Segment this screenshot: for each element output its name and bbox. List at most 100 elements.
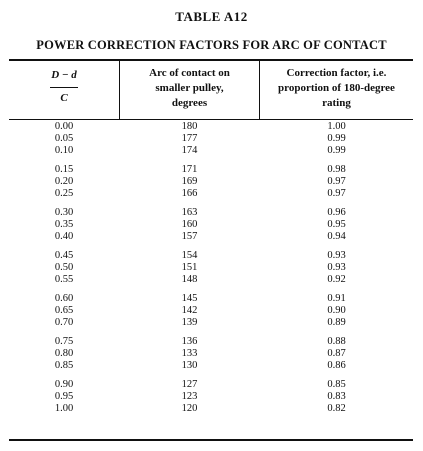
arc-cell: 177: [181, 133, 198, 144]
ratio-cell: 0.55: [54, 274, 74, 285]
row-group: 0.15 171 0.98 0.20 169 0.97 0.25 166 0.97: [9, 164, 413, 200]
row-group: 0.45 154 0.93 0.50 151 0.93 0.55 148 0.92: [9, 250, 413, 286]
table-row: 0.30 163 0.96: [9, 207, 413, 219]
ratio-cell: 0.45: [54, 250, 74, 261]
row-group: 0.90 127 0.85 0.95 123 0.83 1.00 120 0.82: [9, 379, 413, 415]
ratio-cell: 0.00: [54, 121, 74, 132]
arc-cell: 169: [181, 176, 198, 187]
table-row: 0.45 154 0.93: [9, 250, 413, 262]
ratio-cell: 0.20: [54, 176, 74, 187]
factor-cell: 0.99: [327, 145, 346, 156]
ratio-cell: 1.00: [54, 403, 74, 414]
table-row: 0.35 160 0.95: [9, 219, 413, 231]
factor-cell: 0.98: [327, 164, 346, 175]
arc-cell: 145: [181, 293, 198, 304]
table-row: 1.00 120 0.82: [9, 403, 413, 415]
table-row: 0.95 123 0.83: [9, 391, 413, 403]
ratio-cell: 0.05: [54, 133, 74, 144]
arc-cell: 127: [181, 379, 198, 390]
arc-cell: 120: [181, 403, 198, 414]
ratio-cell: 0.65: [54, 305, 74, 316]
ratio-cell: 0.25: [54, 188, 74, 199]
header-rule: [9, 119, 413, 120]
header-factor: Correction factor, i.e. proportion of 18…: [260, 66, 413, 111]
arc-cell: 123: [181, 391, 198, 402]
ratio-cell: 0.75: [54, 336, 74, 347]
arc-cell: 157: [181, 231, 198, 242]
arc-cell: 174: [181, 145, 198, 156]
arc-cell: 171: [181, 164, 198, 175]
ratio-numerator: D − d: [51, 69, 77, 81]
factor-cell: 1.00: [327, 121, 346, 132]
header-arc-line: smaller pulley,: [155, 82, 224, 94]
table-row: 0.90 127 0.85: [9, 379, 413, 391]
arc-cell: 148: [181, 274, 198, 285]
table-body: 0.00 180 1.00 0.05 177 0.99 0.10 174 0.99 0.15 171…: [9, 121, 413, 415]
bottom-rule: [9, 439, 413, 441]
table-number: TABLE A12: [175, 9, 248, 24]
arc-cell: 160: [181, 219, 198, 230]
ratio-cell: 0.95: [54, 391, 74, 402]
table-row: 0.80 133 0.87: [9, 348, 413, 360]
factor-cell: 0.93: [327, 250, 346, 261]
table-row: 0.85 130 0.86: [9, 360, 413, 372]
factor-cell: 0.96: [327, 207, 346, 218]
header-arc-line: degrees: [171, 97, 208, 109]
factor-cell: 0.87: [327, 348, 346, 359]
factor-cell: 0.88: [327, 336, 346, 347]
ratio-cell: 0.10: [54, 145, 74, 156]
arc-cell: 154: [181, 250, 198, 261]
ratio-cell: 0.50: [54, 262, 74, 273]
table-row: 0.40 157 0.94: [9, 231, 413, 243]
arc-cell: 166: [181, 188, 198, 199]
factor-cell: 0.82: [327, 403, 346, 414]
factor-cell: 0.95: [327, 219, 346, 230]
row-group: 0.75 136 0.88 0.80 133 0.87 0.85 130 0.86: [9, 336, 413, 372]
factor-cell: 0.97: [327, 188, 346, 199]
header-divider-1: [119, 61, 120, 119]
top-rule: [9, 59, 413, 61]
ratio-cell: 0.30: [54, 207, 74, 218]
ratio-cell: 0.85: [54, 360, 74, 371]
header-divider-2: [259, 61, 260, 119]
arc-cell: 163: [181, 207, 198, 218]
table-row: 0.15 171 0.98: [9, 164, 413, 176]
table-title: POWER CORRECTION FACTORS FOR ARC OF CONT…: [36, 38, 387, 52]
table-row: 0.75 136 0.88: [9, 336, 413, 348]
ratio-cell: 0.80: [54, 348, 74, 359]
row-group: 0.60 145 0.91 0.65 142 0.90 0.70 139 0.89: [9, 293, 413, 329]
table-row: 0.70 139 0.89: [9, 317, 413, 329]
factor-cell: 0.89: [327, 317, 346, 328]
fraction-bar: [50, 87, 78, 88]
arc-cell: 180: [181, 121, 198, 132]
factor-cell: 0.97: [327, 176, 346, 187]
row-group: 0.30 163 0.96 0.35 160 0.95 0.40 157 0.94: [9, 207, 413, 243]
header-factor-line: proportion of 180-degree: [278, 82, 395, 94]
header-arc-line: Arc of contact on: [149, 67, 230, 79]
ratio-denominator: C: [60, 92, 68, 104]
factor-cell: 0.94: [327, 231, 346, 242]
factor-cell: 0.86: [327, 360, 346, 371]
ratio-cell: 0.40: [54, 231, 74, 242]
row-group: 0.00 180 1.00 0.05 177 0.99 0.10 174 0.99: [9, 121, 413, 157]
table-row: 0.25 166 0.97: [9, 188, 413, 200]
factor-cell: 0.93: [327, 262, 346, 273]
ratio-cell: 0.60: [54, 293, 74, 304]
factor-cell: 0.85: [327, 379, 346, 390]
factor-cell: 0.90: [327, 305, 346, 316]
ratio-cell: 0.70: [54, 317, 74, 328]
table-row: 0.20 169 0.97: [9, 176, 413, 188]
arc-cell: 133: [181, 348, 198, 359]
table-row: 0.10 174 0.99: [9, 145, 413, 157]
factor-cell: 0.91: [327, 293, 346, 304]
factor-cell: 0.83: [327, 391, 346, 402]
header-arc: Arc of contact on smaller pulley, degree…: [120, 66, 259, 111]
table-row: 0.65 142 0.90: [9, 305, 413, 317]
table-row: 0.60 145 0.91: [9, 293, 413, 305]
table-row: 0.05 177 0.99: [9, 133, 413, 145]
ratio-cell: 0.15: [54, 164, 74, 175]
header-factor-line: rating: [322, 97, 351, 109]
arc-cell: 142: [181, 305, 198, 316]
table-row: 0.55 148 0.92: [9, 274, 413, 286]
table-row: 0.50 151 0.93: [9, 262, 413, 274]
